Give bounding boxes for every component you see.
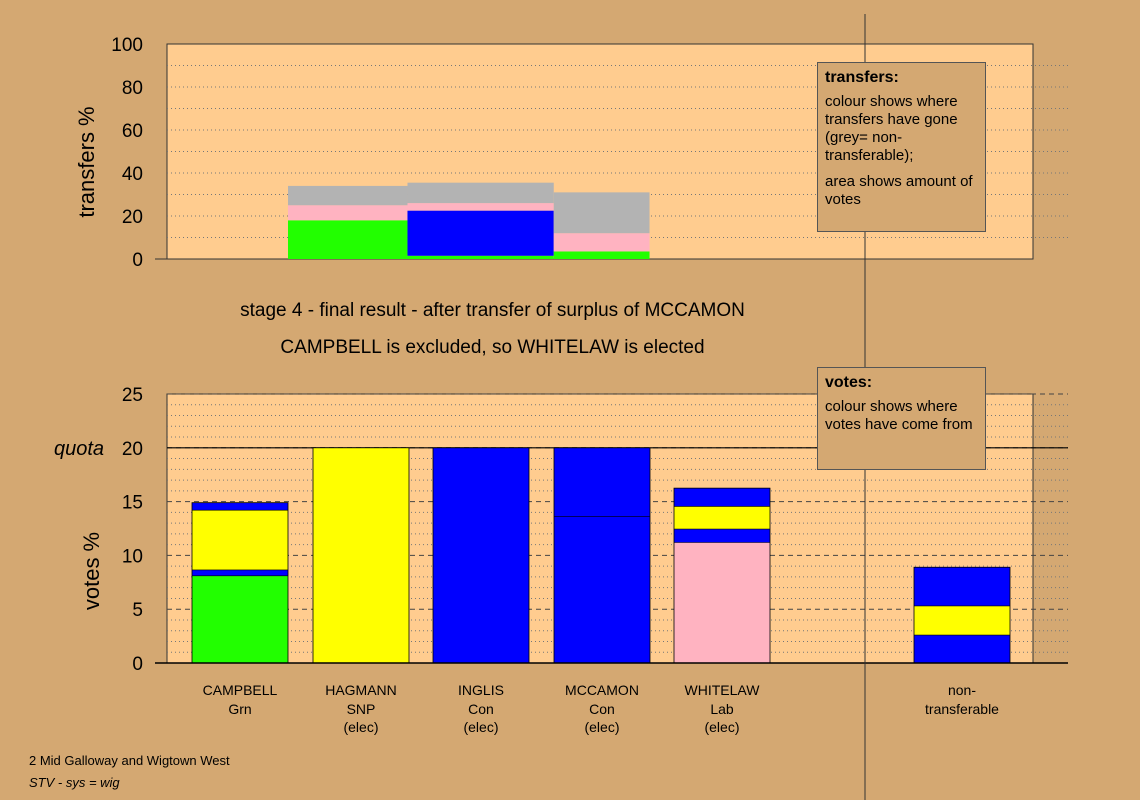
- candidate-status-label: (elec): [704, 719, 739, 735]
- result-heading: CAMPBELL is excluded, so WHITELAW is ele…: [280, 337, 705, 358]
- transfer-bar-1-green: [407, 255, 554, 259]
- votes-y-axis-label: votes %: [79, 532, 104, 610]
- transfer-bar-1-blue: [407, 210, 554, 256]
- votes-bar-mccamon-segment: [554, 447, 650, 517]
- candidate-status-label: (elec): [343, 719, 378, 735]
- candidate-party-label: SNP: [347, 701, 376, 717]
- candidate-name-label: HAGMANN: [325, 682, 397, 698]
- transfers-legend: transfers: colour shows where transfers …: [817, 62, 986, 232]
- transfer-bar-2-grey: [553, 192, 650, 234]
- votes-bar-hagmann-segment: [313, 447, 409, 663]
- transfers-legend-title: transfers:: [825, 69, 899, 86]
- candidate-party-label: Grn: [228, 701, 251, 717]
- candidate-name-label: INGLIS: [458, 682, 504, 698]
- candidate-status-label: (elec): [584, 719, 619, 735]
- transfers-tick-label: 60: [122, 121, 143, 142]
- candidate-party-label: Con: [468, 701, 494, 717]
- transfer-bar-1-grey: [407, 182, 554, 204]
- votes-tick-label: 10: [122, 546, 143, 567]
- votes-bar-nontransferable-segment: [914, 635, 1010, 663]
- transfers-tick-label: 80: [122, 78, 143, 99]
- transfers-legend-text2: area shows amount of votes: [825, 173, 973, 208]
- nontransferable-label-line1: non-: [948, 682, 976, 698]
- transfers-tick-label: 20: [122, 207, 143, 228]
- votes-tick-label: 15: [122, 493, 143, 514]
- candidate-name-label: CAMPBELL: [203, 682, 278, 698]
- footer-ward: 2 Mid Galloway and Wigtown West: [29, 753, 230, 768]
- votes-legend-title: votes:: [825, 374, 873, 391]
- transfer-bar-2-pink: [553, 233, 650, 252]
- stage-heading: stage 4 - final result - after transfer …: [240, 300, 745, 321]
- candidate-status-label: (elec): [463, 719, 498, 735]
- candidate-party-label: Con: [589, 701, 615, 717]
- votes-tick-label: 0: [132, 654, 143, 675]
- votes-bar-nontransferable-segment: [914, 567, 1010, 606]
- votes-legend: votes: colour shows where votes have com…: [817, 367, 986, 470]
- transfer-bar-0-grey: [288, 185, 408, 206]
- votes-bar-whitelaw-segment: [674, 542, 770, 663]
- footer-system: STV - sys = wig: [29, 775, 120, 790]
- transfers-tick-label: 0: [132, 250, 143, 271]
- transfer-bar-2-green: [553, 251, 650, 259]
- candidate-party-label: Lab: [710, 701, 734, 717]
- votes-tick-label: 5: [132, 600, 143, 621]
- transfers-tick-label: 100: [111, 35, 143, 56]
- votes-bar-whitelaw-segment: [674, 488, 770, 507]
- votes-bar-nontransferable-segment: [914, 605, 1010, 636]
- candidate-name-label: WHITELAW: [685, 682, 761, 698]
- votes-bar-inglis-segment: [433, 447, 529, 663]
- votes-tick-label: 20: [122, 439, 143, 460]
- transfers-legend-text1: colour shows where transfers have gone (…: [825, 93, 958, 164]
- transfers-tick-label: 40: [122, 164, 143, 185]
- transfer-bar-0-pink: [288, 205, 408, 221]
- votes-bar-campbell-segment: [192, 575, 288, 663]
- votes-bar-mccamon-segment: [554, 516, 650, 663]
- votes-legend-text1: colour shows where votes have come from: [825, 398, 973, 433]
- transfer-bar-1-pink: [407, 203, 554, 211]
- votes-bar-campbell-segment: [192, 569, 288, 576]
- transfers-y-axis-label: transfers %: [74, 106, 99, 217]
- transfer-bar-0-green: [288, 220, 408, 259]
- quota-label: quota: [54, 438, 104, 460]
- votes-tick-label: 25: [122, 385, 143, 406]
- votes-bar-campbell-segment: [192, 510, 288, 570]
- votes-bar-whitelaw-segment: [674, 506, 770, 530]
- votes-bar-campbell-segment: [192, 502, 288, 511]
- candidate-name-label: MCCAMON: [565, 682, 639, 698]
- votes-bar-whitelaw-segment: [674, 529, 770, 543]
- nontransferable-label-line2: transferable: [925, 701, 999, 717]
